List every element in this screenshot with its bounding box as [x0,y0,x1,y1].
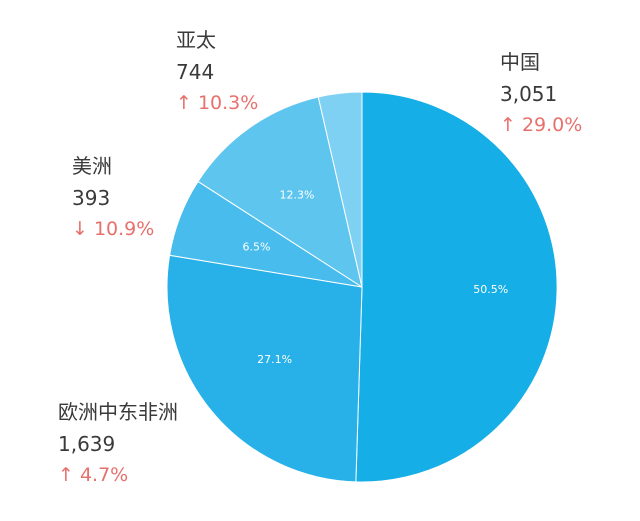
pie-slice-label-1: 27.1% [257,353,292,366]
arrow-down-icon: ↓ [72,218,88,240]
pie-slice-label-3: 12.3% [280,189,315,202]
arrow-up-icon: ↑ [176,92,192,114]
label-name: 美洲 [72,154,112,178]
label-change: ↑ 10.3% [176,92,259,114]
label-china: 中国 3,051 ↑ 29.0% [500,52,582,135]
wukong-logo-icon [550,493,566,509]
label-americas: 美洲 393 ↓ 10.9% [72,156,154,239]
pie-slice-4 [317,91,363,288]
label-emea: 欧洲中东非洲 1,639 ↑ 4.7% [58,402,178,485]
label-value: 393 [72,186,111,210]
pie-slice-label-0: 50.5% [473,283,508,296]
label-name: 中国 [500,50,540,74]
pie-slice-3 [197,96,363,289]
label-change: ↓ 10.9% [72,218,155,240]
label-apac: 亚太 744 ↑ 10.3% [176,30,258,113]
pie-slice-1 [166,254,363,483]
label-value: 3,051 [500,82,558,106]
pie-slice-label-2: 6.5% [243,240,271,253]
label-name: 欧洲中东非洲 [58,400,178,424]
pie-slice-0 [355,91,558,483]
arrow-up-icon: ↑ [58,464,74,486]
arrow-up-icon: ↑ [500,114,516,136]
watermark-text: 悟空问答 [570,494,626,510]
label-change: ↑ 29.0% [500,114,583,136]
label-change: ↑ 4.7% [58,464,129,486]
label-value: 1,639 [58,432,116,456]
watermark: 悟空问答 [550,491,626,511]
label-value: 744 [176,60,215,84]
label-name: 亚太 [176,28,216,52]
